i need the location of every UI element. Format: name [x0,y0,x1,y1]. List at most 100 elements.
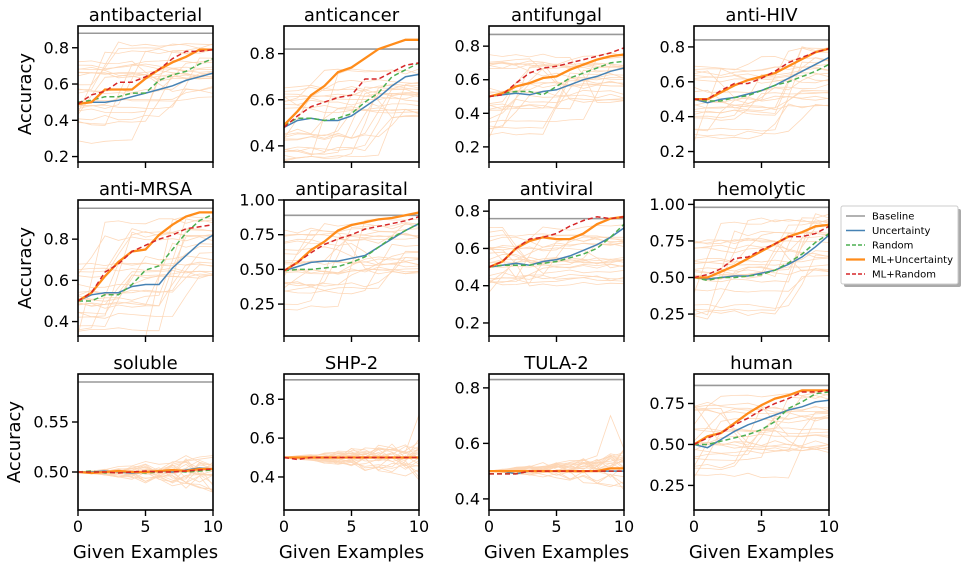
trace-line [489,251,624,274]
trace-line [78,231,213,278]
y-tick-label: 0.4 [455,276,480,295]
trace-line [489,236,624,278]
trace-line [284,237,419,305]
legend-label-ml-uncertainty: ML+Uncertainty [872,255,953,266]
trace-line [78,49,213,109]
series-random [694,391,829,446]
panel-title: antifungal [511,5,602,26]
series-random [694,63,829,102]
y-tick-label: 0.6 [250,429,275,448]
series-uncertainty [489,67,624,98]
series-uncertainty [694,56,829,104]
trace-line [694,46,829,109]
trace-line [284,250,419,292]
legend: Baseline Uncertainty Random ML+Uncertainty M… [840,205,961,287]
trace-line [489,97,624,120]
y-tick-label: 0.50 [239,260,275,279]
y-tick-label: 0.4 [250,136,275,155]
legend-label-random: Random [872,241,913,252]
trace-line [694,217,829,280]
legend-label-baseline: Baseline [872,212,914,223]
y-tick-label: 0.50 [649,268,685,287]
trace-lines [78,215,213,336]
y-tick-label: 0.6 [44,271,69,290]
panel-anti-hiv: 0.2 0.4 0.6 0.8 anti-HIV [660,5,830,168]
y-tick-label: 0.6 [660,72,685,91]
y-tick-label: 0.8 [44,38,69,57]
trace-line [694,213,829,283]
trace-line [694,433,829,451]
series-ml-random [694,389,829,446]
trace-line [284,227,419,273]
trace-line [284,83,419,137]
trace-line [694,275,829,316]
y-tick-label: 0.8 [44,230,69,249]
trace-line [694,409,829,447]
series-uncertainty [284,222,419,272]
x-tick-label: 5 [756,517,766,536]
y-tick-label: 0.4 [44,312,69,331]
trace-line [78,267,213,273]
trace-line [78,66,213,79]
trace-line [489,458,624,473]
y-tick-label: 0.4 [660,107,685,126]
y-tick-label: 0.50 [33,463,69,482]
panel-antifungal: 0.2 0.4 0.6 0.8 antifungal [455,5,625,168]
series-uncertainty [489,227,624,268]
trace-line [489,273,624,281]
trace-line [694,56,829,71]
legend-label-ml-random: ML+Random [872,270,936,281]
trace-line [284,227,419,277]
panel-title: anti-HIV [725,5,798,26]
trace-line [284,256,419,275]
trace-line [694,393,829,432]
x-axis-label: Given Examples [73,542,218,563]
trace-line [489,224,624,250]
trace-line [78,89,213,102]
panel-title: antiparasital [295,179,408,200]
trace-line [284,88,419,139]
x-tick-label: 0 [484,517,494,536]
trace-line [489,263,624,283]
y-tick-label: 0.8 [250,390,275,409]
trace-line [694,415,829,458]
trace-line [78,273,213,327]
y-tick-label: 0.75 [649,394,685,413]
trace-line [78,73,213,94]
trace-line [694,427,829,471]
x-tick-label: 10 [203,517,223,536]
trace-line [694,66,829,143]
trace-line [694,392,829,425]
panel-title: human [730,353,793,374]
y-tick-label: 0.75 [649,231,685,250]
x-tick-label: 0 [73,517,83,536]
trace-line [489,60,624,72]
trace-line [284,92,419,151]
trace-line [284,96,419,114]
trace-line [284,84,419,97]
panel-soluble: 0.50 0.55 0 5 10 soluble Accuracy Given Example… [4,353,223,563]
y-tick-label: 0.6 [250,90,275,109]
trace-line [694,250,829,266]
trace-line [284,108,419,135]
trace-line [284,222,419,245]
series-ml-random [78,48,213,105]
trace-line [694,411,829,454]
trace-line [694,91,829,116]
series-random [489,223,624,268]
series-ml-uncertainty [284,211,419,272]
series-uncertainty [78,234,213,302]
series-uncertainty [694,234,829,280]
panel-title: anticancer [304,5,400,26]
trace-line [694,235,829,312]
trace-line [694,219,829,254]
trace-line [694,213,829,278]
y-tick-label: 1.00 [649,195,685,214]
series-ml-uncertainty [284,38,419,126]
trace-line [78,456,213,473]
panel-antibacterial: 0.2 0.4 0.6 0.8 antibacterial Accuracy [15,5,214,168]
y-axis-label: Accuracy [4,401,25,484]
y-tick-label: 0.6 [455,434,480,453]
trace-line [489,237,624,284]
